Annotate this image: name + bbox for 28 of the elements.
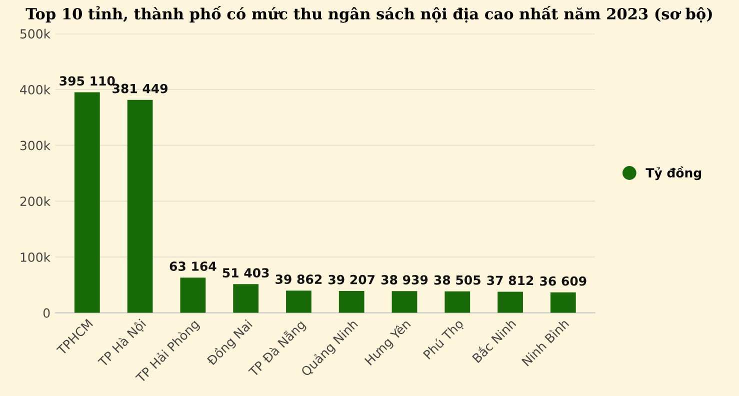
data-label: 51 403 [222,268,269,278]
bar [392,291,418,313]
data-label: 38 505 [434,275,480,285]
bar [338,290,364,313]
bar [286,290,312,313]
legend-label: Tỷ đồng [646,166,702,180]
y-tick-label: 0 [43,308,50,318]
data-label: 38 939 [381,275,428,285]
data-label: 37 812 [487,276,534,286]
bar [74,92,100,313]
bar [233,284,259,313]
y-tick-label: 400k [20,84,51,94]
bar [444,291,470,313]
data-label: 39 207 [328,274,375,284]
data-label: 39 862 [276,274,322,284]
bar [180,278,206,313]
y-tick-label: 500k [20,28,51,39]
data-label: 381 449 [112,84,168,94]
data-label: 63 164 [170,262,216,271]
chart-title: Top 10 tỉnh, thành phố có mức thu ngân sách nội địa cao nhất năm 2023 (sơ bộ) [26,6,712,23]
data-label: 395 110 [60,76,115,86]
data-label: 36 609 [540,276,586,286]
bar [127,100,153,313]
y-tick-label: 200k [20,196,51,206]
bar [550,292,576,313]
bar [498,292,523,313]
y-tick-label: 100k [20,252,51,262]
y-tick-label: 300k [20,140,51,150]
